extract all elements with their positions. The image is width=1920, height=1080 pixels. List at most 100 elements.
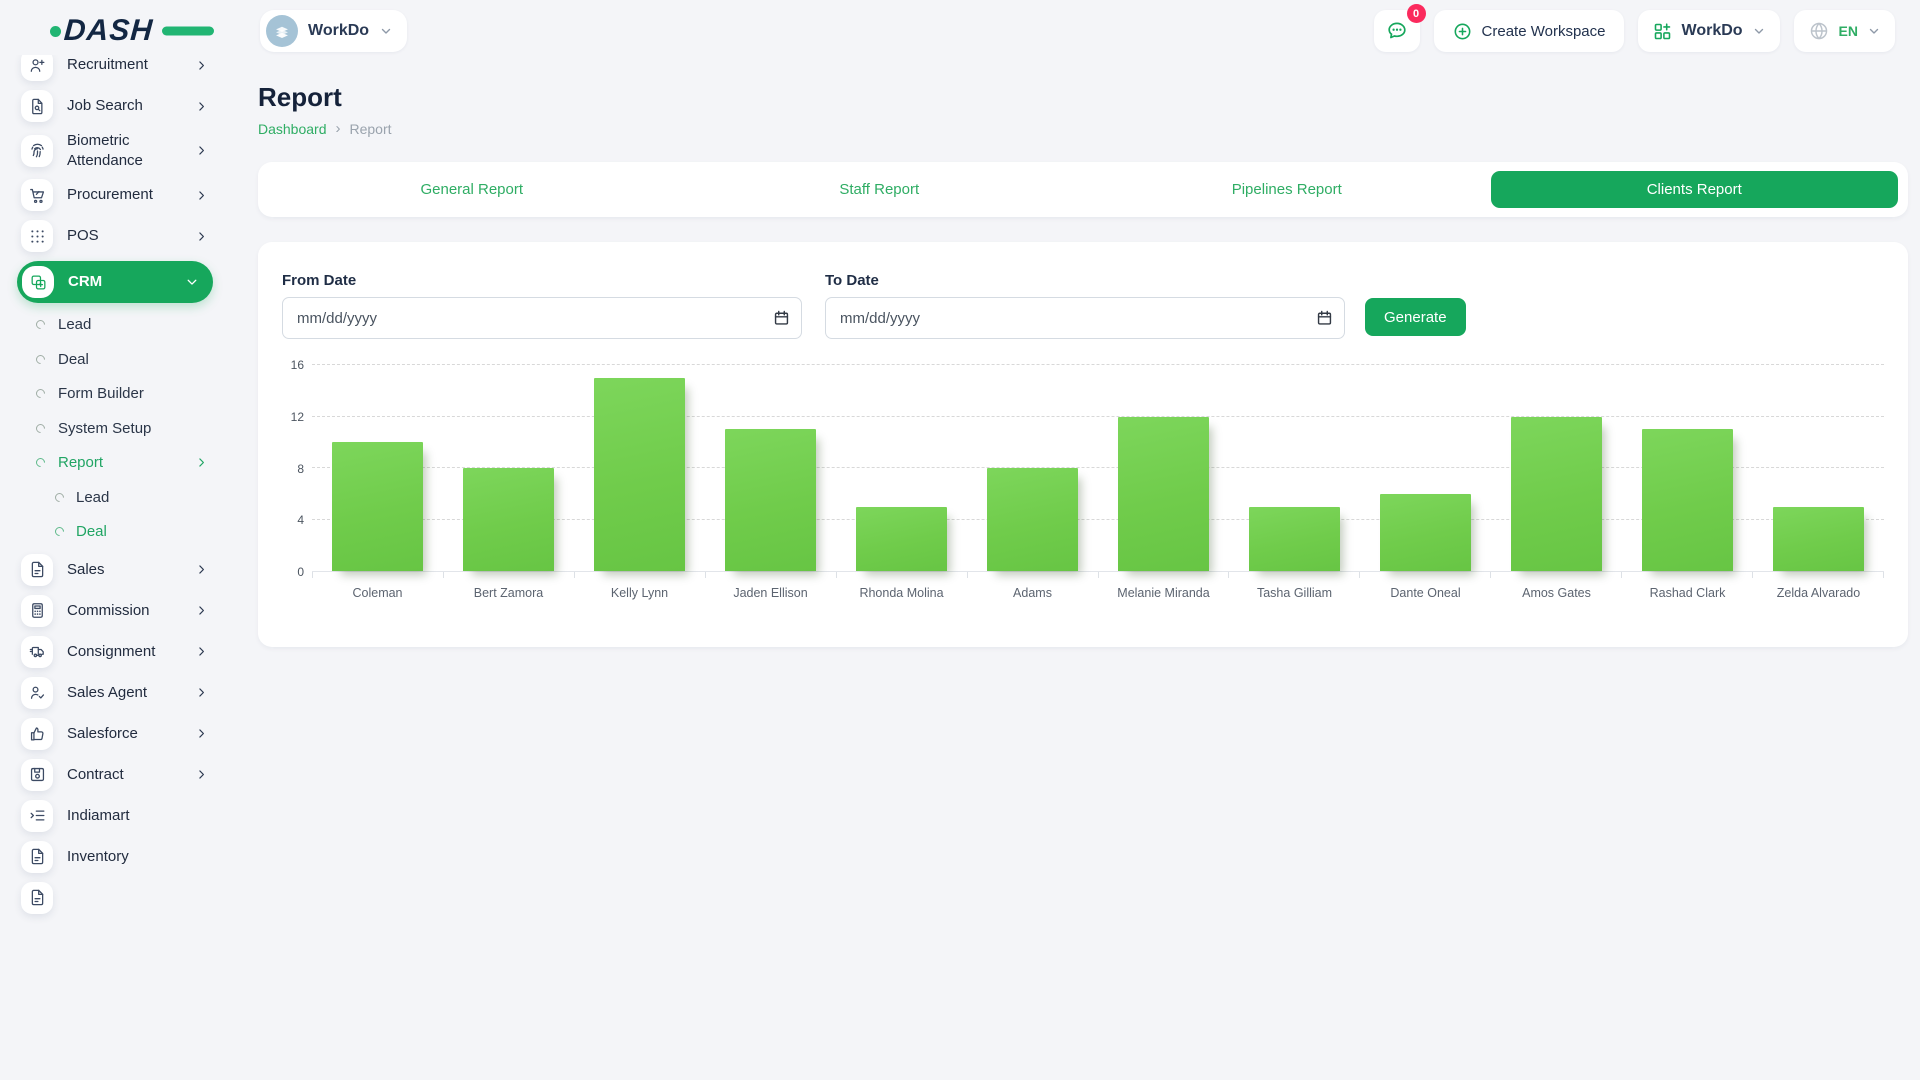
- language-selector[interactable]: EN: [1793, 10, 1895, 52]
- y-axis-label: 12: [290, 409, 304, 424]
- chevron-down-icon: [1754, 28, 1763, 34]
- chevron-right-icon: [199, 146, 204, 155]
- messages-button[interactable]: 0: [1373, 4, 1426, 52]
- sidebar-item-crm[interactable]: CRM: [17, 261, 213, 303]
- x-axis-label: Dante Oneal: [1390, 586, 1461, 600]
- app-logo[interactable]: DASH: [50, 14, 220, 48]
- sidebar-item-partial[interactable]: [0, 881, 230, 914]
- bar-slot: [443, 365, 574, 571]
- x-axis-tick: [704, 572, 836, 578]
- chevron-right-icon: [199, 688, 204, 697]
- sidebar-item-consignment[interactable]: Consignment: [0, 635, 230, 668]
- chevron-right-icon: [199, 565, 204, 574]
- circle-bullet-icon: [34, 456, 47, 469]
- circle-bullet-icon: [53, 490, 66, 504]
- x-axis-tick: [966, 572, 1098, 578]
- sidebar-item-label: Inventory: [67, 847, 129, 865]
- tab-pipelines-report[interactable]: Pipelines Report: [1231, 181, 1342, 198]
- job-search-icon: [31, 98, 42, 114]
- to-date-input[interactable]: [825, 297, 1345, 339]
- bar-slot: [836, 365, 967, 571]
- sidebar-item-recruitment[interactable]: Recruitment: [0, 55, 230, 81]
- x-axis-tick: [573, 572, 705, 578]
- to-date-label: To Date: [825, 272, 879, 289]
- bar-slot: [705, 365, 836, 571]
- commission-icon: [21, 594, 53, 627]
- generate-button[interactable]: Generate: [1365, 298, 1466, 336]
- tab-clients-report[interactable]: Clients Report: [1490, 171, 1898, 208]
- sales-icon: [21, 553, 53, 586]
- gridline: [312, 467, 1884, 468]
- recruitment-icon: [30, 58, 44, 72]
- building-icon: [276, 26, 288, 39]
- tab-general-report[interactable]: General Report: [420, 181, 524, 198]
- logo-dot-icon: [50, 25, 61, 37]
- sidebar-item-sales[interactable]: Sales: [0, 553, 230, 586]
- from-date-input[interactable]: [282, 297, 802, 339]
- sidebar-item-procurement[interactable]: Procurement: [0, 179, 230, 211]
- workspace-switcher[interactable]: WorkDo: [260, 10, 408, 52]
- sidebar-item-job-search[interactable]: Job Search: [0, 90, 230, 122]
- sidebar-subitem-lead[interactable]: Lead: [0, 312, 230, 338]
- clients-report-bar-chart: 0 4 8 12 16 Coleman Bert Zamora Kelly Lynn Jade…: [282, 358, 1884, 600]
- chevron-right-icon: [199, 770, 204, 779]
- chevron-down-icon: [1869, 28, 1879, 34]
- y-axis-label: 0: [297, 565, 304, 579]
- x-axis-label: Kelly Lynn: [610, 586, 669, 600]
- sidebar-subitem-label: Lead: [76, 488, 110, 506]
- sidebar-item-contract[interactable]: Contract: [0, 758, 230, 791]
- x-axis-labels: Coleman Bert Zamora Kelly Lynn Jaden Elliso…: [312, 586, 1884, 600]
- x-axis-tick: [1752, 572, 1883, 578]
- document-icon: [31, 889, 43, 906]
- breadcrumb-dashboard-link[interactable]: Dashboard: [258, 120, 327, 137]
- sidebar-item-commission[interactable]: Commission: [0, 594, 230, 627]
- bar-slot: [1098, 365, 1229, 571]
- sidebar-subitem-system-setup[interactable]: System Setup: [0, 415, 230, 441]
- procurement-icon: [29, 188, 44, 203]
- sidebar-item-label: POS: [67, 227, 99, 245]
- bar-amos-gates: [1511, 416, 1602, 571]
- sidebar-item-salesforce[interactable]: Salesforce: [0, 717, 230, 750]
- bar-slot: [312, 365, 443, 571]
- y-axis-label: 8: [297, 461, 304, 476]
- sidebar-subitem-form-builder[interactable]: Form Builder: [0, 381, 230, 407]
- sidebar-subitem-lead[interactable]: Lead: [0, 484, 230, 510]
- bar-dante-oneal: [1380, 493, 1471, 571]
- sidebar-item-indiamart[interactable]: Indiamart: [0, 799, 230, 832]
- crm-icon: [22, 266, 54, 298]
- create-workspace-label: Create Workspace: [1481, 22, 1606, 40]
- salesforce-icon: [21, 717, 53, 750]
- sidebar-item-label: Sales: [67, 560, 105, 578]
- sidebar-item-label: Salesforce: [67, 724, 138, 742]
- main-content: Report Dashboard › Report General Report…: [230, 62, 1920, 1080]
- x-axis-label: Amos Gates: [1522, 586, 1591, 600]
- job-search-icon: [21, 90, 53, 122]
- circle-bullet-icon: [34, 387, 47, 400]
- y-axis: 0 4 8 12 16: [282, 358, 312, 579]
- sidebar-item-pos[interactable]: POS: [0, 220, 230, 252]
- x-axis-label: Jaden Ellison: [733, 586, 808, 600]
- bar-slot: [1360, 365, 1491, 571]
- company-menu-button[interactable]: WorkDo: [1637, 10, 1780, 52]
- create-workspace-button[interactable]: Create Workspace: [1433, 10, 1624, 52]
- sidebar-subitem-report[interactable]: Report: [0, 450, 230, 476]
- sidebar-item-inventory[interactable]: Inventory: [0, 840, 230, 873]
- consignment-icon: [29, 646, 44, 658]
- tab-staff-report[interactable]: Staff Report: [839, 181, 920, 198]
- header-actions: 0 Create Workspace WorkDo EN: [1373, 4, 1895, 52]
- inventory-icon: [21, 840, 53, 873]
- gridline: [312, 518, 1884, 520]
- plus-circle-icon: [1454, 23, 1471, 39]
- sidebar-item-biometric-attendance[interactable]: Biometric Attendance: [0, 131, 230, 170]
- circle-bullet-icon: [34, 421, 47, 435]
- language-label: EN: [1838, 23, 1858, 39]
- sidebar-item-label: Consignment: [67, 642, 156, 660]
- sidebar-subitem-deal[interactable]: Deal: [0, 346, 230, 372]
- sidebar-subitem-deal[interactable]: Deal: [0, 519, 230, 545]
- sales-icon: [31, 561, 43, 578]
- consignment-icon: [21, 635, 53, 668]
- filter-row: From Date To Date Generate: [282, 272, 1884, 339]
- bar-zelda-alvarado: [1773, 506, 1864, 571]
- sidebar-subitem-label: System Setup: [58, 419, 152, 437]
- sidebar-item-sales-agent[interactable]: Sales Agent: [0, 676, 230, 709]
